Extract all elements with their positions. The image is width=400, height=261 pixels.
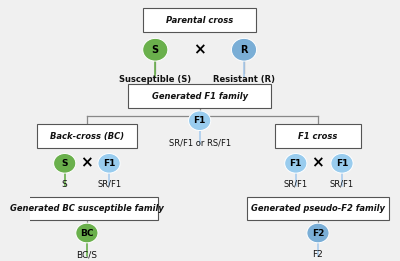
Ellipse shape	[307, 223, 329, 243]
Text: F1: F1	[336, 159, 348, 168]
Ellipse shape	[76, 223, 98, 243]
Text: BC: BC	[80, 229, 94, 238]
Text: S: S	[62, 180, 68, 189]
Text: S: S	[62, 159, 68, 168]
Text: Susceptible (S): Susceptible (S)	[119, 75, 191, 84]
Ellipse shape	[143, 38, 168, 61]
FancyBboxPatch shape	[37, 124, 137, 148]
Text: Parental cross: Parental cross	[166, 16, 233, 25]
Text: ×: ×	[312, 156, 324, 171]
Text: Resistant (R): Resistant (R)	[213, 75, 275, 84]
Text: F1 cross: F1 cross	[298, 132, 338, 141]
Text: Generated BC susceptible family: Generated BC susceptible family	[10, 204, 164, 213]
Text: F1: F1	[103, 159, 115, 168]
Ellipse shape	[98, 153, 120, 173]
Text: Back-cross (BC): Back-cross (BC)	[50, 132, 124, 141]
Text: F2: F2	[312, 229, 324, 238]
FancyBboxPatch shape	[247, 197, 389, 220]
Text: SR/F1: SR/F1	[330, 180, 354, 189]
Text: Generated pseudo-F2 family: Generated pseudo-F2 family	[251, 204, 385, 213]
Text: SR/F1: SR/F1	[97, 180, 121, 189]
Text: ×: ×	[80, 156, 93, 171]
Text: F1: F1	[290, 159, 302, 168]
FancyBboxPatch shape	[16, 197, 158, 220]
FancyBboxPatch shape	[143, 8, 256, 32]
Ellipse shape	[331, 153, 353, 173]
Text: BC/S: BC/S	[76, 251, 97, 259]
Ellipse shape	[188, 111, 211, 130]
Ellipse shape	[285, 153, 307, 173]
Text: R: R	[240, 45, 248, 55]
FancyBboxPatch shape	[128, 85, 271, 108]
Text: SR/F1 or RS/F1: SR/F1 or RS/F1	[168, 139, 231, 148]
Text: F2: F2	[312, 251, 323, 259]
Text: S: S	[152, 45, 159, 55]
Text: F1: F1	[194, 116, 206, 125]
Text: Generated F1 family: Generated F1 family	[152, 92, 248, 101]
Text: ×: ×	[193, 42, 206, 57]
Ellipse shape	[54, 153, 76, 173]
Text: SR/F1: SR/F1	[284, 180, 308, 189]
Ellipse shape	[232, 38, 256, 61]
FancyBboxPatch shape	[275, 124, 361, 148]
